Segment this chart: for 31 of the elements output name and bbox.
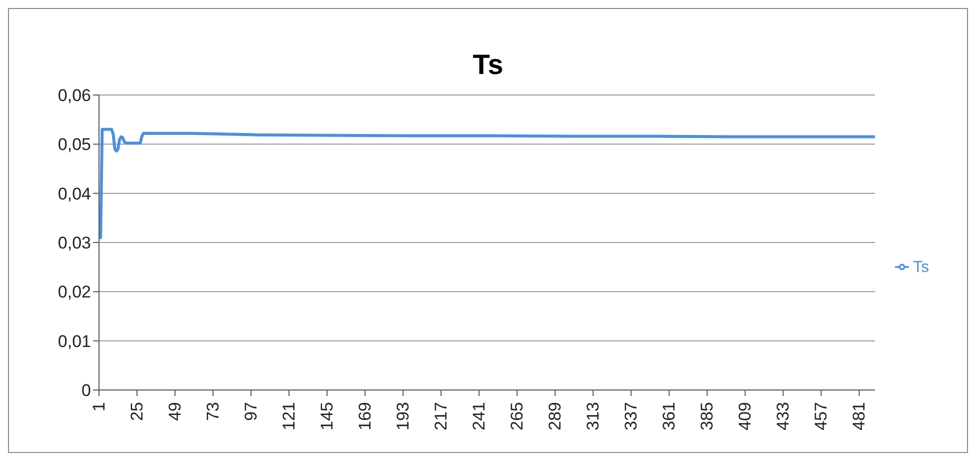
x-tick-label: 25: [128, 402, 147, 421]
x-tick-label: 481: [850, 402, 869, 430]
y-tick-label: 0,06: [58, 86, 91, 106]
y-tick-label: 0,03: [58, 234, 91, 253]
x-tick-label: 433: [774, 402, 793, 430]
x-tick-label: 337: [622, 402, 641, 430]
y-tick-label: 0: [82, 381, 91, 400]
chart-title: Ts: [472, 49, 504, 82]
x-tick-label: 289: [546, 402, 565, 430]
x-tick-label: 1: [90, 402, 108, 412]
x-tick-label: 169: [356, 402, 375, 430]
x-tick-label: 193: [394, 402, 413, 430]
x-tick-label: 145: [318, 402, 337, 430]
x-tick-label: 409: [736, 402, 755, 430]
x-tick-label: 73: [204, 402, 223, 421]
x-tick-label: 457: [812, 402, 831, 430]
x-tick-label: 97: [242, 402, 261, 421]
legend-label: Ts: [913, 258, 929, 276]
x-tick-label: 241: [470, 402, 489, 430]
x-tick-label: 313: [584, 402, 603, 430]
x-tick-label: 49: [166, 402, 185, 421]
y-tick-label: 0,02: [58, 282, 91, 302]
y-tick-label: 0,01: [58, 332, 91, 351]
line-series: [99, 128, 875, 240]
x-tick-label: 121: [280, 402, 299, 430]
y-tick-label: 0,05: [58, 135, 91, 154]
x-tick-label: 265: [508, 402, 527, 430]
y-tick-label: 0,04: [58, 184, 91, 204]
x-tick-label: 217: [432, 402, 451, 430]
x-tick-label: 361: [660, 402, 679, 430]
x-tick-label: 385: [698, 402, 717, 430]
